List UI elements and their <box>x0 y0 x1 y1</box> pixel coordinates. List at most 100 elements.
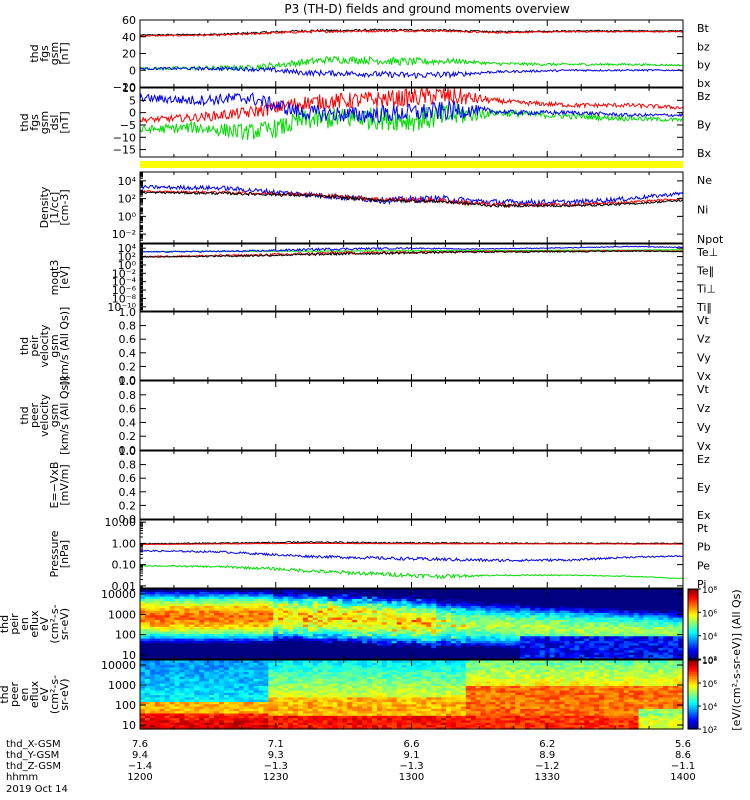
spectrogram-cell <box>465 617 472 620</box>
spectrogram-cell <box>406 596 413 599</box>
spectrogram-cell <box>253 712 260 716</box>
spectrogram-cell <box>174 662 181 666</box>
spectrogram-cell <box>539 600 546 604</box>
spectrogram-cell <box>376 596 383 599</box>
spectrogram-cell <box>214 610 220 613</box>
spectrogram-cell <box>258 692 265 696</box>
panels: 6040200−20thdfgsgsm[nT]Btbzbybx1050−5−10… <box>0 14 724 732</box>
spectrogram-cell <box>233 603 240 606</box>
spectrogram-cell <box>273 712 279 716</box>
spectrogram-cell <box>623 652 630 655</box>
spectrogram-cell <box>258 635 265 639</box>
spectrogram-cell <box>475 626 482 630</box>
spectrogram-cell <box>569 624 575 627</box>
spectrogram-cell <box>228 662 235 666</box>
series-fgs_dsl-0 <box>139 86 684 124</box>
spectrogram-cell <box>189 660 195 663</box>
spectrogram-cell <box>184 654 190 658</box>
spectrogram-cell <box>169 624 176 627</box>
spectrogram-cell <box>317 628 324 632</box>
y-axis-label: gsm <box>38 111 51 134</box>
spectrogram-cell <box>618 605 625 609</box>
spectrogram-cell <box>189 687 195 691</box>
spectrogram-cell <box>564 621 571 625</box>
spectrogram-cell <box>426 610 432 613</box>
spectrogram-cell <box>233 722 240 725</box>
spectrogram-cell <box>238 722 245 725</box>
spectrogram-cell <box>278 715 284 719</box>
spectrogram-cell <box>317 589 324 592</box>
spectrogram-cell <box>184 669 190 673</box>
spectrogram-cell <box>396 642 403 646</box>
spectrogram-cell <box>416 638 422 641</box>
spectrogram-cell <box>278 669 284 673</box>
spectrogram-cell <box>362 598 368 602</box>
spectrogram-cell <box>154 631 161 634</box>
spectrogram-cell <box>214 708 220 712</box>
spectrogram-cell <box>223 724 230 728</box>
spectrogram-cell <box>470 638 477 641</box>
spectrogram-cell <box>431 598 437 602</box>
legend-entry: Ne <box>697 174 712 187</box>
spectrogram-cell <box>362 638 368 641</box>
spectrogram-cell <box>283 610 289 613</box>
spectrogram-cell <box>564 631 571 634</box>
spectrogram-cell <box>164 645 171 648</box>
spectrogram-cell <box>455 626 462 630</box>
spectrogram-cell <box>485 656 492 660</box>
spectrogram-cell <box>288 593 294 597</box>
spectrogram-cell <box>218 656 225 660</box>
spectrogram-cell <box>337 610 343 613</box>
spectrogram-cell <box>204 647 210 651</box>
spectrogram-cell <box>549 605 556 609</box>
spectrogram-cell <box>520 589 526 592</box>
spectrogram-cell <box>505 600 511 604</box>
spectrogram-cell <box>381 656 388 660</box>
spectrogram-cell <box>327 593 334 597</box>
spectrogram-cell <box>500 631 506 634</box>
spectrogram-cell <box>381 642 388 646</box>
spectrogram-cell <box>199 652 205 655</box>
spectrogram-cell <box>352 631 358 634</box>
spectrogram-cell <box>263 656 269 660</box>
spectrogram-cell <box>520 647 526 651</box>
spectrogram-cell <box>179 598 186 602</box>
y-tick-label: 0.2 <box>119 499 137 512</box>
spectrogram-cell <box>658 593 664 597</box>
spectrogram-cell <box>214 696 220 700</box>
spectrogram-cell <box>189 640 195 644</box>
spectrogram-cell <box>243 652 250 655</box>
spectrogram-cell <box>510 640 516 644</box>
spectrogram-cell <box>243 673 250 677</box>
spectrogram-cell <box>184 652 190 655</box>
spectrogram-cell <box>678 656 684 660</box>
spectrogram-cell <box>559 607 566 611</box>
spectrogram-cell <box>317 642 324 646</box>
spectrogram-cell <box>248 692 255 696</box>
spectrogram-cell <box>169 685 176 689</box>
spectrogram-cell <box>228 722 235 725</box>
spectrogram-cell <box>209 699 215 702</box>
spectrogram-cell <box>233 689 240 693</box>
spectrogram-cell <box>663 635 669 639</box>
spectrogram-cell <box>169 621 176 625</box>
spectrogram-cell <box>268 689 274 693</box>
y-axis-label: sr-eV) <box>58 608 71 640</box>
y-axis-label: fgs <box>38 45 51 62</box>
spectrogram-cell <box>653 649 659 653</box>
spectrogram-cell <box>174 683 181 686</box>
spectrogram-cell <box>673 628 679 632</box>
spectrogram-cell <box>347 589 353 592</box>
spectrogram-cell <box>263 676 269 679</box>
spectrogram-cell <box>194 645 200 648</box>
spectrogram-cell <box>623 600 630 604</box>
spectrogram-cell <box>169 626 176 630</box>
spectrogram-cell <box>554 607 561 611</box>
spectrogram-cell <box>529 647 536 651</box>
spectrogram-cell <box>233 676 240 679</box>
spectrogram-cell <box>668 649 674 653</box>
spectrogram-cell <box>525 635 531 639</box>
spectrogram-cell <box>362 624 368 627</box>
spectrogram-cell <box>169 638 176 641</box>
spectrogram-cell <box>194 598 200 602</box>
